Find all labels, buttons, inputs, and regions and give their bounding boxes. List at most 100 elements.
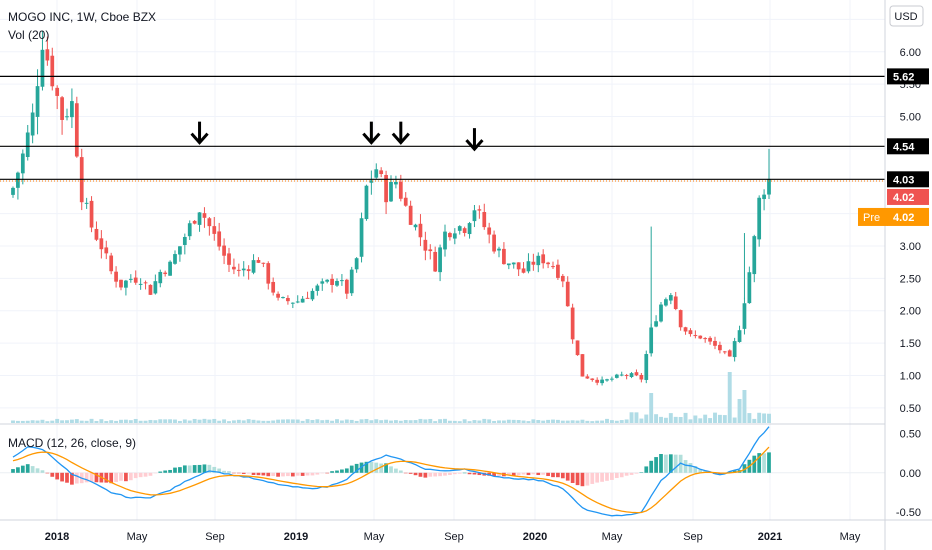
candle-body	[605, 379, 609, 381]
price-tick-label: 3.00	[900, 241, 921, 253]
macd-histogram-bar	[374, 462, 379, 473]
volume-bar	[133, 418, 138, 423]
macd-histogram-bar	[767, 452, 771, 473]
candle-body	[65, 116, 69, 118]
macd-histogram-bar	[109, 472, 114, 484]
currency-label: USD	[894, 11, 917, 23]
macd-histogram-bar	[389, 466, 393, 473]
macd-histogram-bar	[148, 472, 153, 476]
macd-histogram-bar	[133, 472, 138, 479]
volume-bar	[173, 419, 177, 423]
candle-body	[546, 262, 550, 265]
macd-histogram-bar	[472, 472, 477, 475]
macd-histogram-bar	[74, 472, 79, 484]
candle-body	[423, 239, 428, 251]
candle-body	[379, 170, 384, 175]
volume-bar	[74, 419, 79, 423]
level-badge-4.03[interactable]	[887, 171, 929, 188]
macd-histogram-bar	[261, 472, 266, 476]
candle-body	[688, 330, 693, 335]
candle-body	[654, 321, 658, 327]
volume-bar	[182, 419, 187, 423]
pre-market-label: Pre	[863, 212, 880, 224]
currency-button[interactable]	[889, 5, 924, 27]
candle-body	[325, 279, 330, 282]
level-badge-5.62[interactable]	[887, 68, 929, 85]
candle-body	[344, 279, 349, 294]
arrow-annotations[interactable]	[190, 121, 484, 152]
candle-body	[664, 299, 668, 306]
candle-body	[104, 247, 109, 254]
volume-bar	[590, 421, 595, 423]
candle-body	[128, 278, 133, 280]
macd-histogram-bar	[212, 466, 217, 473]
volume-bar	[212, 418, 217, 423]
macd-histogram-bar	[354, 463, 359, 473]
volume-bar	[305, 419, 310, 423]
time-tick-label: May	[364, 531, 385, 543]
level-badge-4.54[interactable]	[887, 138, 929, 155]
volume-bar	[261, 420, 266, 423]
macd-histogram-bar	[330, 471, 334, 473]
macd-histogram-bar	[664, 454, 668, 473]
candle-body	[35, 86, 40, 117]
volume-bar	[663, 417, 668, 423]
horizontal-levels[interactable]	[0, 75, 885, 182]
candle-body	[197, 212, 202, 225]
macd-histogram-bar	[202, 464, 207, 473]
macd-histogram-bar	[575, 472, 580, 486]
volume-bar	[217, 420, 222, 423]
volume-bar	[487, 419, 492, 423]
arrow-down-icon[interactable]	[362, 121, 381, 145]
macd-histogram-bar	[143, 472, 148, 477]
volume-bar	[693, 415, 698, 423]
arrow-down-icon[interactable]	[465, 128, 484, 152]
macd-histogram-bar	[752, 455, 757, 473]
level-badge-4.03-label: 4.03	[893, 174, 914, 186]
macd-histogram-bar	[207, 464, 212, 473]
arrow-down-icon[interactable]	[391, 121, 410, 145]
macd-histogram-bar	[300, 472, 305, 476]
macd-pane	[0, 423, 885, 517]
last-price-badge[interactable]	[887, 188, 929, 205]
candle-body	[246, 269, 251, 272]
volume-bar	[335, 419, 339, 423]
macd-histogram-bar	[305, 472, 310, 476]
pre-market-badge[interactable]	[858, 207, 888, 226]
candle-body	[560, 275, 565, 282]
volume-bar	[575, 420, 580, 423]
volume-bar	[177, 420, 182, 423]
macd-histogram-bar	[256, 472, 261, 476]
candle-body	[276, 293, 280, 298]
candle-body	[232, 266, 236, 270]
candle-body	[703, 338, 708, 340]
macd-histogram-bar	[457, 472, 462, 474]
candle-body	[742, 303, 747, 329]
volume-bar	[555, 419, 560, 423]
volume-bar	[236, 419, 241, 423]
macd-histogram-bar	[438, 472, 442, 477]
pre-market-value: 4.02	[893, 212, 914, 224]
arrow-down-icon[interactable]	[190, 121, 209, 145]
volume-bar	[104, 421, 109, 423]
candle-body	[20, 153, 25, 174]
time-tick-label: Sep	[683, 531, 703, 543]
macd-histogram-bar	[50, 472, 55, 477]
volume-bar	[246, 419, 251, 423]
macd-histogram-bar	[526, 472, 531, 476]
volume-bar	[428, 418, 433, 423]
macd-histogram-bar	[428, 472, 433, 477]
candle-body	[452, 233, 457, 239]
grid-lines	[0, 0, 885, 520]
volume-bar	[708, 418, 713, 423]
candle-body	[256, 259, 261, 263]
candle-body	[340, 280, 344, 282]
volume-bar	[560, 420, 565, 423]
macd-histogram-bar	[590, 472, 595, 484]
candle-body	[693, 335, 698, 337]
candle-body	[467, 223, 472, 235]
volume-bar	[742, 390, 747, 423]
macd-histogram-bar	[634, 472, 639, 474]
candle-body	[718, 344, 722, 351]
